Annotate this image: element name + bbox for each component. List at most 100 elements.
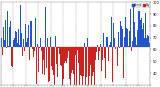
Bar bbox=[93, 47, 94, 72]
Bar bbox=[59, 47, 60, 54]
Bar bbox=[107, 37, 108, 47]
Bar bbox=[77, 47, 78, 50]
Bar bbox=[22, 47, 23, 56]
Bar bbox=[113, 23, 114, 47]
Bar bbox=[105, 47, 106, 78]
Bar bbox=[124, 37, 125, 47]
Bar bbox=[144, 46, 145, 47]
Bar bbox=[141, 17, 142, 47]
Bar bbox=[8, 46, 9, 47]
Bar bbox=[39, 47, 40, 48]
Bar bbox=[140, 20, 141, 47]
Bar bbox=[52, 47, 53, 70]
Bar bbox=[18, 12, 19, 47]
Bar bbox=[28, 25, 29, 47]
Bar bbox=[132, 41, 133, 47]
Bar bbox=[60, 47, 61, 66]
Bar bbox=[34, 47, 35, 51]
Bar bbox=[92, 47, 93, 76]
Bar bbox=[40, 38, 41, 47]
Bar bbox=[117, 47, 118, 66]
Bar bbox=[87, 38, 88, 47]
Bar bbox=[103, 33, 104, 47]
Bar bbox=[69, 47, 70, 79]
Bar bbox=[29, 47, 30, 60]
Bar bbox=[119, 47, 120, 48]
Bar bbox=[137, 30, 138, 47]
Bar bbox=[23, 39, 24, 47]
Bar bbox=[122, 29, 123, 47]
Bar bbox=[75, 47, 76, 55]
Bar bbox=[95, 47, 96, 60]
Bar bbox=[133, 5, 134, 47]
Bar bbox=[71, 47, 72, 73]
Bar bbox=[84, 43, 85, 47]
Bar bbox=[25, 24, 26, 47]
Bar bbox=[108, 47, 109, 50]
Bar bbox=[12, 47, 13, 67]
Bar bbox=[48, 47, 49, 82]
Bar bbox=[89, 47, 90, 76]
Bar bbox=[110, 42, 111, 47]
Bar bbox=[45, 47, 46, 68]
Bar bbox=[118, 32, 119, 47]
Bar bbox=[145, 13, 146, 47]
Bar bbox=[131, 17, 132, 47]
Bar bbox=[9, 27, 10, 47]
Bar bbox=[146, 38, 147, 47]
Bar bbox=[98, 47, 99, 60]
Bar bbox=[35, 18, 36, 47]
Bar bbox=[1, 38, 2, 47]
Bar bbox=[63, 47, 64, 79]
Bar bbox=[46, 47, 47, 68]
Bar bbox=[74, 47, 75, 87]
Bar bbox=[121, 26, 122, 47]
Bar bbox=[70, 47, 71, 87]
Bar bbox=[26, 42, 27, 47]
Bar bbox=[112, 47, 113, 82]
Bar bbox=[147, 35, 148, 47]
Bar bbox=[5, 20, 6, 47]
Bar bbox=[83, 47, 84, 76]
Bar bbox=[109, 45, 110, 47]
Bar bbox=[97, 45, 98, 47]
Bar bbox=[38, 47, 39, 72]
Bar bbox=[142, 5, 143, 47]
Bar bbox=[143, 23, 144, 47]
Bar bbox=[125, 17, 126, 47]
Bar bbox=[81, 47, 82, 60]
Bar bbox=[66, 47, 67, 63]
Bar bbox=[88, 47, 89, 87]
Bar bbox=[24, 47, 25, 51]
Bar bbox=[100, 44, 101, 47]
Bar bbox=[44, 47, 45, 75]
Bar bbox=[127, 29, 128, 47]
Bar bbox=[72, 47, 73, 86]
Bar bbox=[3, 27, 4, 47]
Bar bbox=[120, 21, 121, 47]
Bar bbox=[78, 47, 79, 63]
Bar bbox=[99, 47, 100, 51]
Bar bbox=[33, 47, 34, 57]
Bar bbox=[56, 33, 57, 47]
Bar bbox=[111, 17, 112, 47]
Bar bbox=[53, 47, 54, 75]
Bar bbox=[14, 38, 15, 47]
Bar bbox=[11, 47, 12, 66]
Bar bbox=[96, 47, 97, 52]
Bar bbox=[76, 47, 77, 87]
Bar bbox=[30, 21, 31, 47]
Bar bbox=[106, 47, 107, 64]
Bar bbox=[149, 43, 150, 47]
Bar bbox=[65, 47, 66, 61]
Bar bbox=[4, 40, 5, 47]
Bar bbox=[27, 32, 28, 47]
Bar bbox=[101, 47, 102, 71]
Bar bbox=[79, 47, 80, 87]
Bar bbox=[51, 47, 52, 66]
Bar bbox=[90, 47, 91, 65]
Bar bbox=[10, 21, 11, 47]
Bar bbox=[135, 37, 136, 47]
Bar bbox=[42, 47, 43, 74]
Bar bbox=[19, 45, 20, 47]
